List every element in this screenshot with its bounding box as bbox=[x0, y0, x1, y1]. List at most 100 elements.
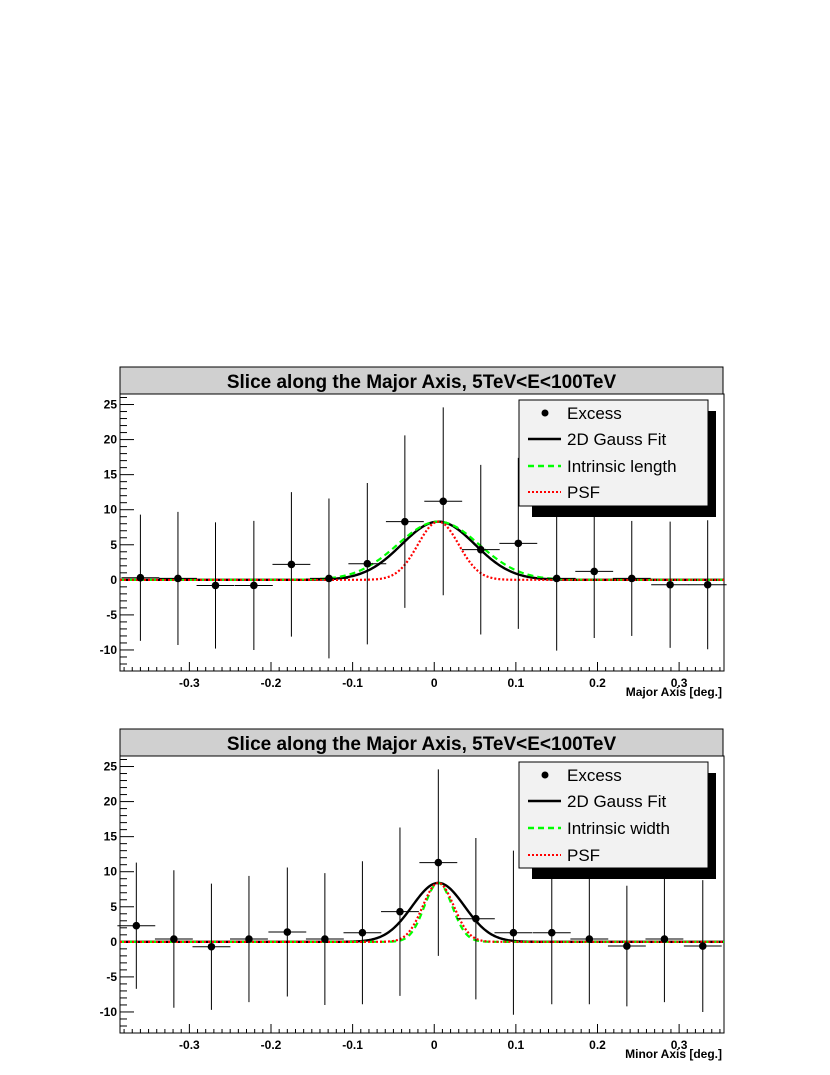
data-point bbox=[424, 407, 463, 596]
data-point bbox=[234, 520, 273, 650]
legend-box bbox=[518, 399, 709, 507]
excess-marker bbox=[476, 545, 485, 554]
panel-minor-axis: Slice along the Major Axis, 5TeV<E<100Te… bbox=[100, 728, 725, 1061]
excess-marker bbox=[439, 497, 448, 506]
data-point bbox=[268, 867, 307, 997]
excess-marker bbox=[321, 935, 329, 943]
y-tick-label: -5 bbox=[106, 970, 117, 984]
excess-marker bbox=[132, 921, 141, 930]
data-point bbox=[494, 850, 533, 1015]
excess-marker bbox=[401, 517, 409, 526]
excess-marker bbox=[136, 573, 145, 582]
y-tick-label: 5 bbox=[110, 538, 117, 552]
chart-title: Slice along the Major Axis, 5TeV<E<100Te… bbox=[227, 734, 617, 755]
excess-marker bbox=[207, 942, 216, 951]
data-point bbox=[688, 520, 727, 650]
data-point bbox=[607, 885, 646, 1007]
data-point bbox=[499, 457, 538, 629]
panel-major-axis: Slice along the Major Axis, 5TeV<E<100Te… bbox=[100, 366, 727, 699]
legend-label-psf: PSF bbox=[567, 846, 600, 865]
y-tick-label: 10 bbox=[104, 503, 118, 517]
excess-marker bbox=[211, 581, 220, 590]
excess-marker bbox=[547, 928, 556, 937]
excess-marker bbox=[283, 928, 292, 936]
excess-marker bbox=[245, 935, 253, 943]
data-point bbox=[385, 435, 424, 608]
excess-marker bbox=[623, 942, 631, 950]
data-point bbox=[121, 514, 160, 641]
data-point bbox=[196, 522, 235, 649]
data-point bbox=[192, 883, 231, 1010]
legend: Excess 2D Gauss Fit Intrinsic width PSF bbox=[518, 761, 716, 879]
data-point bbox=[348, 483, 387, 645]
chart-title: Slice along the Major Axis, 5TeV<E<100Te… bbox=[227, 372, 617, 393]
legend-label-fit: 2D Gauss Fit bbox=[567, 430, 666, 449]
x-tick-label: 0.2 bbox=[589, 676, 606, 690]
x-axis-label: Major Axis [deg.] bbox=[626, 685, 722, 699]
data-point bbox=[645, 875, 684, 1003]
legend-label-psf: PSF bbox=[567, 483, 600, 502]
data-marks bbox=[120, 407, 727, 659]
excess-marker bbox=[325, 574, 333, 583]
data-point bbox=[419, 769, 458, 956]
data-point bbox=[159, 511, 197, 646]
excess-marker bbox=[358, 928, 367, 937]
excess-marker bbox=[170, 935, 178, 943]
y-tick-label: 15 bbox=[104, 468, 118, 482]
legend-marker-excess bbox=[541, 409, 549, 417]
y-tick-label: 5 bbox=[110, 900, 117, 914]
excess-marker bbox=[250, 581, 258, 590]
data-point bbox=[651, 521, 690, 648]
excess-marker bbox=[514, 539, 523, 548]
y-tick-label: 10 bbox=[104, 865, 118, 879]
x-axis-label: Minor Axis [deg.] bbox=[625, 1047, 722, 1061]
data-point bbox=[461, 464, 500, 635]
x-tick-label: -0.2 bbox=[261, 676, 282, 690]
curve-psf bbox=[120, 520, 724, 581]
curve-psf bbox=[120, 881, 724, 943]
x-tick-label: 0.3 bbox=[671, 1038, 688, 1052]
data-point bbox=[310, 498, 348, 659]
excess-marker bbox=[174, 574, 182, 583]
y-tick-label: 0 bbox=[110, 935, 117, 949]
x-tick-label: 0.2 bbox=[589, 1038, 606, 1052]
data-point bbox=[343, 861, 382, 1005]
x-tick-label: -0.3 bbox=[179, 676, 200, 690]
legend-label-fit: 2D Gauss Fit bbox=[567, 792, 666, 811]
excess-marker bbox=[287, 560, 296, 569]
data-point bbox=[305, 873, 344, 1005]
excess-marker bbox=[552, 574, 561, 583]
data-point bbox=[612, 520, 651, 636]
title-box bbox=[119, 728, 724, 757]
y-tick-label: 0 bbox=[110, 573, 117, 587]
excess-marker bbox=[585, 935, 594, 943]
y-tick-label: -5 bbox=[106, 608, 117, 622]
y-tick-label: -10 bbox=[100, 1005, 118, 1019]
data-point bbox=[154, 870, 193, 1008]
data-marks bbox=[117, 769, 724, 1015]
excess-marker bbox=[509, 928, 518, 937]
axes: -10 -5 0 5 10 15 20 25 -0.3 -0.2 -0.1 0 0.1 0.2 0.3 bbox=[100, 759, 721, 1052]
excess-marker bbox=[396, 907, 404, 916]
legend-label-intrinsic: Intrinsic width bbox=[567, 819, 670, 838]
data-point bbox=[230, 875, 268, 1003]
y-tick-label: 15 bbox=[104, 830, 118, 844]
y-tick-label: 25 bbox=[104, 398, 118, 412]
legend-box bbox=[518, 761, 709, 869]
y-tick-label: 25 bbox=[104, 760, 118, 774]
axes: -10 -5 0 5 10 15 20 25 -0.3 -0.2 -0.1 0 0.1 0.2 0.3 bbox=[100, 397, 721, 690]
legend-label-excess: Excess bbox=[567, 766, 622, 785]
x-tick-label: -0.1 bbox=[342, 676, 363, 690]
y-tick-label: -10 bbox=[100, 643, 118, 657]
data-point bbox=[683, 880, 722, 1012]
data-point bbox=[381, 827, 419, 996]
data-point bbox=[456, 838, 495, 1000]
y-tick-label: 20 bbox=[104, 433, 118, 447]
excess-marker bbox=[590, 567, 599, 576]
y-tick-label: 20 bbox=[104, 795, 118, 809]
excess-marker bbox=[627, 574, 636, 583]
excess-marker bbox=[434, 858, 443, 867]
data-point bbox=[570, 873, 609, 1005]
excess-marker bbox=[703, 580, 712, 589]
x-tick-label: 0.3 bbox=[671, 676, 688, 690]
